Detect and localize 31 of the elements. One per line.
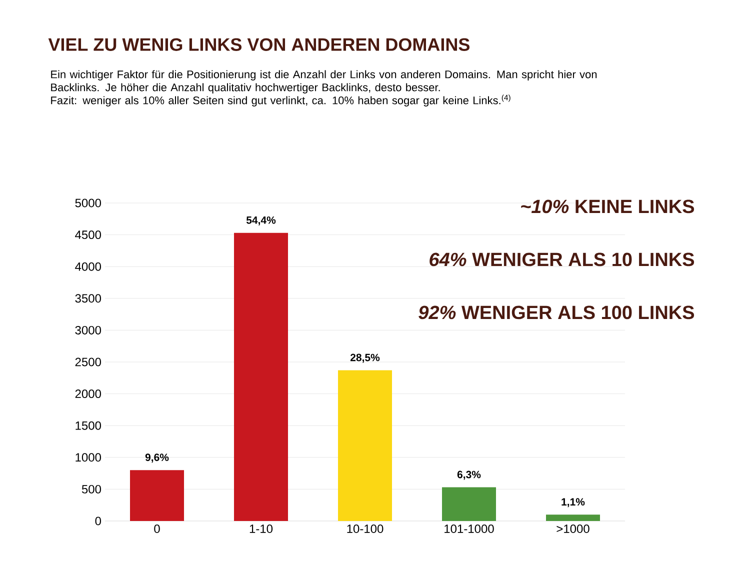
y-tick-label: 2000 xyxy=(75,390,102,398)
y-tick-label: 1000 xyxy=(76,453,102,462)
y-tick-label: 4000 xyxy=(75,262,102,271)
y-tick-label: 500 xyxy=(82,484,102,494)
y-tick-label: 2500 xyxy=(75,358,102,366)
annotation: 1,1% xyxy=(562,498,585,508)
x-tick-label: >1000 xyxy=(556,524,590,534)
x-tick-label: 1-10 xyxy=(250,524,273,534)
annotation: 28,5% xyxy=(350,354,380,363)
y-tick-label: 0 xyxy=(95,516,102,526)
bar xyxy=(130,470,184,521)
bar xyxy=(546,514,600,521)
chart-subtitle: Ein wichtiger Faktor für die Positionierung ist die Anzahl der Links von anderen Domains. Man spricht hier von Backlinks. Je höher die Anzahl qualitativ hochwertiger Backlinks, desto besser. Fazit: weniger als 10% aller Seiten sind gut verlinkt, ca. 10% haben sogar gar keine Links.$^{(4)}$ xyxy=(51,70,597,106)
bar xyxy=(442,487,496,521)
y-tick-label: 3500 xyxy=(75,294,102,303)
chart-title: VIEL ZU WENIG LINKS VON ANDEREN DOMAINS xyxy=(48,38,470,51)
y-tick-label: 3000 xyxy=(75,326,102,334)
bar xyxy=(338,370,392,521)
x-tick-label: 101-1000 xyxy=(444,524,494,534)
y-tick-label: 4500 xyxy=(75,230,102,240)
annotation: 92% WENIGER ALS 100 LINKS xyxy=(418,306,694,320)
annotation: 64% WENIGER ALS 10 LINKS xyxy=(430,252,694,266)
annotation: 9,6% xyxy=(145,454,169,463)
y-tick-label: 5000 xyxy=(75,198,102,208)
annotation: 54,4% xyxy=(246,216,276,226)
annotation: 6,3% xyxy=(457,470,481,480)
x-tick-label: 0 xyxy=(154,524,160,534)
y-tick-label: 1500 xyxy=(76,421,102,430)
x-tick-label: 10-100 xyxy=(347,524,384,534)
annotation: ~10% KEINE LINKS xyxy=(521,200,694,214)
bar xyxy=(234,232,288,521)
